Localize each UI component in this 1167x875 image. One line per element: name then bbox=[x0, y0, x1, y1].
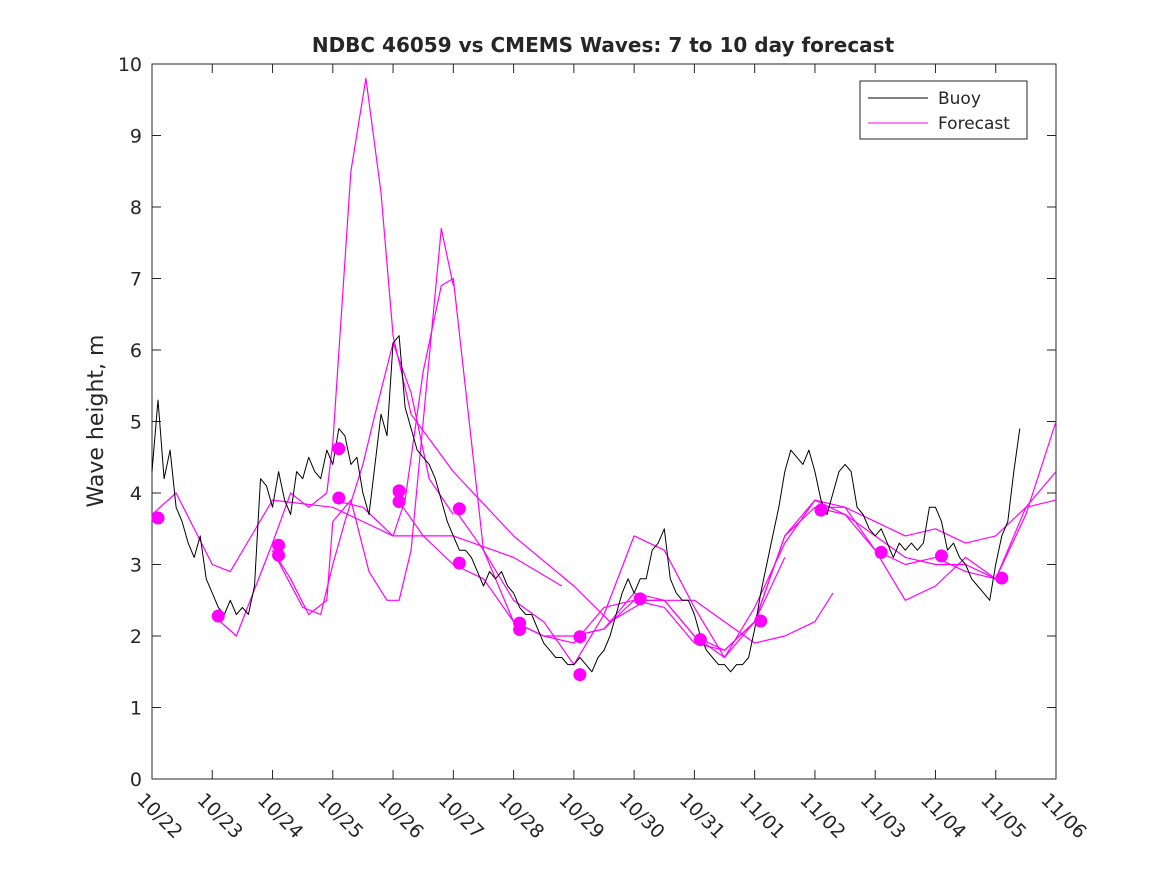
y-tick-label: 4 bbox=[130, 483, 142, 505]
y-tick-label: 3 bbox=[130, 555, 142, 577]
legend-forecast-label: Forecast bbox=[938, 114, 1010, 134]
forecast-marker bbox=[513, 623, 527, 637]
forecast-marker bbox=[272, 538, 286, 552]
y-tick-label: 8 bbox=[130, 197, 142, 219]
forecast-marker bbox=[934, 549, 948, 563]
forecast-marker bbox=[452, 556, 466, 570]
legend-buoy-label: Buoy bbox=[938, 89, 981, 109]
forecast-marker bbox=[995, 571, 1009, 585]
buoy-line bbox=[151, 335, 1021, 673]
forecast-marker bbox=[332, 442, 346, 456]
forecast-marker bbox=[392, 495, 406, 509]
y-tick-label: 2 bbox=[130, 626, 142, 648]
forecast-marker bbox=[272, 548, 286, 562]
forecast-marker bbox=[332, 491, 346, 505]
y-tick-label: 6 bbox=[130, 340, 142, 362]
forecast-line bbox=[271, 342, 454, 616]
y-tick-label: 5 bbox=[130, 412, 142, 434]
forecast-marker bbox=[633, 592, 647, 606]
y-tick-label: 9 bbox=[130, 126, 142, 148]
forecast-marker bbox=[754, 614, 768, 628]
forecast-marker bbox=[151, 511, 165, 525]
forecast-marker bbox=[392, 484, 406, 498]
forecast-markers bbox=[151, 442, 1009, 682]
y-axis-label: Wave height, m bbox=[84, 335, 109, 508]
chart-title: NDBC 46059 vs CMEMS Waves: 7 to 10 day f… bbox=[312, 33, 895, 57]
forecast-marker bbox=[573, 630, 587, 644]
forecast-marker bbox=[211, 609, 225, 623]
forecast-marker bbox=[693, 633, 707, 647]
legend: Buoy Forecast bbox=[859, 80, 1028, 140]
legend-box bbox=[859, 80, 1028, 140]
forecast-line bbox=[211, 77, 834, 644]
series-layer bbox=[151, 77, 1057, 673]
y-tick-label: 1 bbox=[130, 698, 142, 720]
plot-area bbox=[151, 63, 1057, 780]
forecast-marker bbox=[452, 502, 466, 516]
forecast-line bbox=[271, 227, 454, 616]
forecast-marker bbox=[814, 503, 828, 517]
forecast-marker bbox=[874, 545, 888, 559]
y-tick-label: 7 bbox=[130, 269, 142, 291]
y-tick-label: 0 bbox=[130, 769, 142, 791]
y-tick-label: 10 bbox=[118, 54, 142, 76]
forecast-marker bbox=[573, 668, 587, 682]
